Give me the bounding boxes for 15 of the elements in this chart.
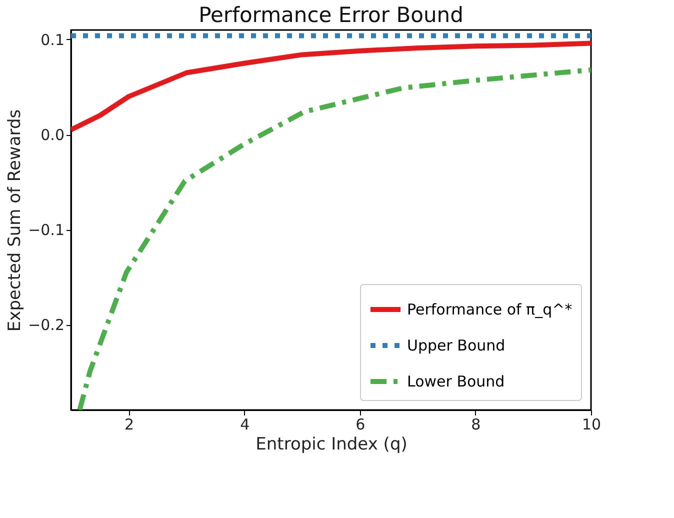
y-tick-label: 0.0 (40, 126, 64, 144)
y-axis-title: Expected Sum of Rewards (5, 109, 26, 332)
y-tick-label: 0.1 (40, 31, 64, 49)
y-tick-label: −0.2 (28, 316, 64, 334)
x-tick-label: 8 (471, 416, 481, 434)
x-axis-title: Entropic Index (q) (256, 434, 408, 454)
legend-label: Upper Bound (407, 336, 506, 354)
x-tick-label: 2 (124, 416, 134, 434)
legend-label: Lower Bound (407, 372, 505, 390)
legend-label: Performance of π_q^* (407, 300, 573, 318)
chart-title: Performance Error Bound (198, 3, 464, 27)
x-tick-label: 4 (240, 416, 250, 434)
x-tick-label: 10 (582, 416, 602, 434)
x-tick-label: 6 (356, 416, 366, 434)
y-tick-label: −0.1 (28, 221, 64, 239)
